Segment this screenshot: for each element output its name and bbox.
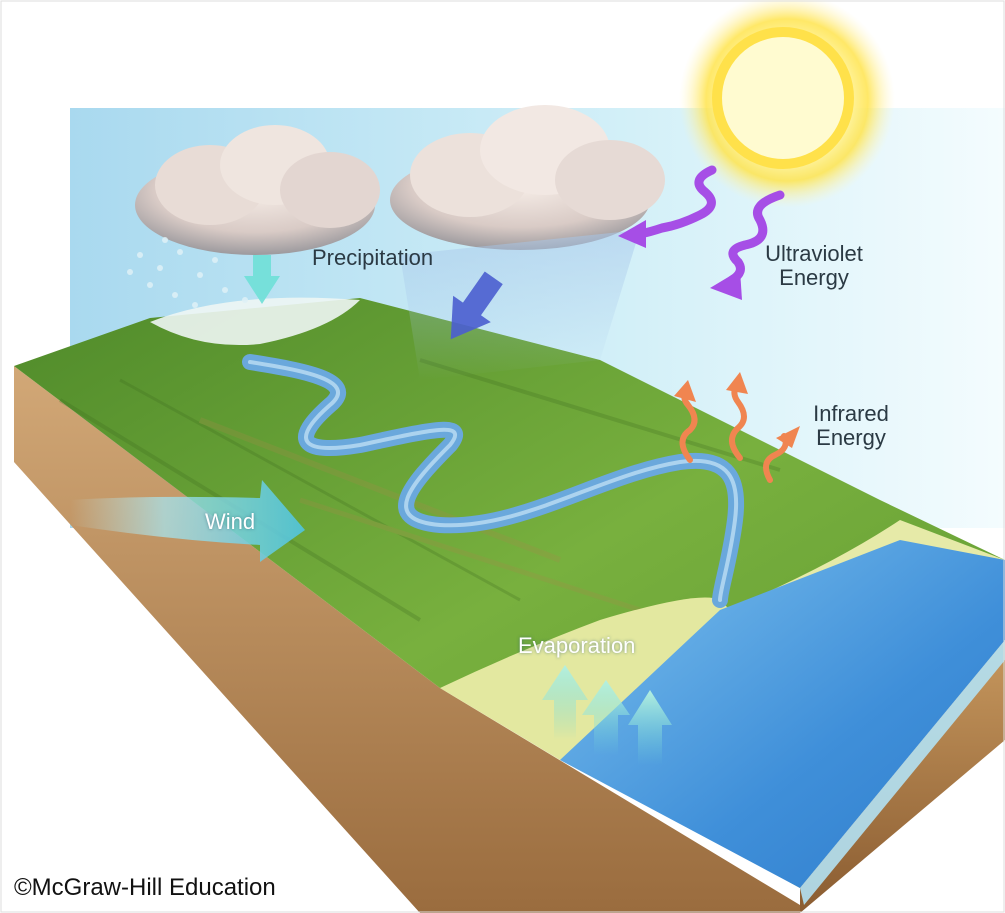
snowfall <box>127 237 248 308</box>
wind-label: Wind <box>205 509 256 534</box>
ocean-edge <box>800 640 1005 905</box>
sun-icon <box>712 27 854 169</box>
ultraviolet-energy-label: Ultraviolet Energy <box>754 242 874 290</box>
precipitation-label: Precipitation <box>312 245 434 270</box>
ultraviolet-label-line2: Energy <box>779 265 849 290</box>
infrared-energy-label: Infrared Energy <box>796 402 906 450</box>
beach-left <box>440 597 760 760</box>
evaporation-label: Evaporation <box>518 633 636 658</box>
soil-side-left <box>14 366 800 913</box>
infrared-label-line2: Energy <box>816 425 886 450</box>
ultraviolet-arrow-2 <box>727 190 785 285</box>
rainfall <box>400 230 640 380</box>
cloud-left <box>135 125 380 255</box>
infrared-label-line1: Infrared <box>813 401 889 426</box>
snow-cap <box>150 297 360 346</box>
cloud-right <box>390 105 665 250</box>
ocean <box>560 540 1005 888</box>
field-texture <box>58 358 781 622</box>
ultraviolet-label-line1: Ultraviolet <box>765 241 863 266</box>
copyright-credit: ©McGraw-Hill Education <box>14 874 276 901</box>
ultraviolet-arrow-1 <box>635 165 717 239</box>
precipitation-arrow <box>450 271 503 340</box>
wind-arrow <box>70 480 305 562</box>
ultraviolet-arrowhead-2 <box>710 270 742 300</box>
snow-arrow <box>244 255 280 304</box>
evaporation-arrows <box>542 665 672 765</box>
ultraviolet-arrowhead-1 <box>618 220 646 248</box>
